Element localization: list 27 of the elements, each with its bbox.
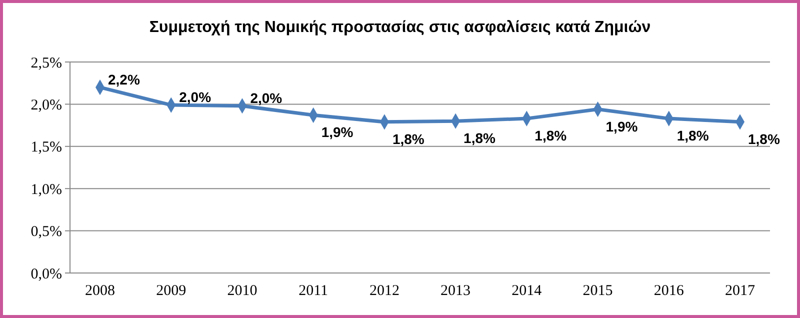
x-tick-label: 2017: [725, 283, 756, 299]
x-tick-label: 2014: [512, 283, 542, 299]
data-label: 1,8%: [392, 130, 425, 147]
data-label: 1,9%: [606, 118, 638, 134]
data-label: 2,2%: [108, 71, 140, 88]
x-tick-label: 2016: [654, 283, 684, 299]
data-label: 1,9%: [321, 124, 354, 140]
x-tick-label: 2011: [298, 283, 328, 299]
x-tick-label: 2010: [227, 283, 258, 299]
data-label: 1,8%: [676, 128, 710, 144]
x-tick-label: 2013: [440, 283, 471, 299]
data-label: 1,8%: [534, 128, 568, 144]
x-tick-label: 2009: [156, 283, 186, 299]
y-tick-label: 0,0%: [30, 266, 62, 282]
data-label: 1,8%: [464, 130, 496, 146]
x-tick-label: 2008: [85, 283, 115, 299]
data-label: 2,0%: [250, 90, 283, 106]
y-tick-label: 1,5%: [30, 140, 62, 156]
y-tick-label: 1,0%: [30, 182, 62, 198]
data-label: 1,8%: [748, 130, 780, 147]
y-tick-label: 0,5%: [30, 224, 62, 240]
x-tick-label: 2015: [582, 283, 613, 299]
chart-title: Συμμετοχή της Νομικής προστασίας στις ασφαλίσεις κατά Ζημιών: [149, 19, 651, 36]
data-label: 2,0%: [179, 89, 212, 106]
y-tick-label: 2,0%: [30, 97, 62, 114]
y-tick-label: 2,5%: [30, 55, 62, 72]
x-tick-label: 2012: [369, 283, 400, 299]
